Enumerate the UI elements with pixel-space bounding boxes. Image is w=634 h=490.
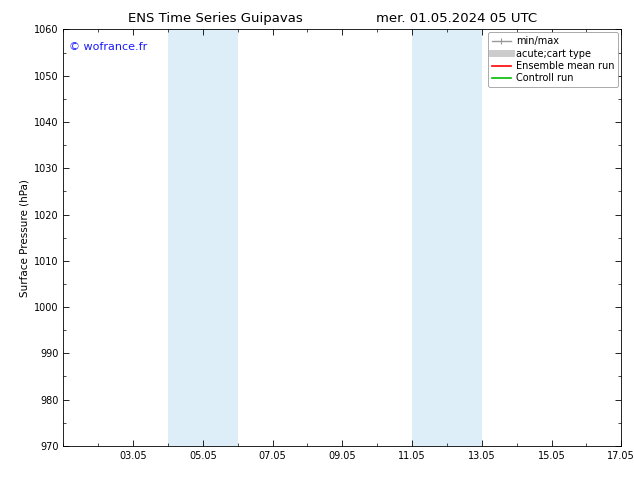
Y-axis label: Surface Pressure (hPa): Surface Pressure (hPa) (20, 179, 30, 296)
Bar (412, 29, 447, 446)
Text: © wofrance.fr: © wofrance.fr (69, 42, 147, 52)
Bar (447, 29, 482, 446)
Bar (168, 29, 203, 446)
Bar (203, 29, 238, 446)
Legend: min/max, acute;cart type, Ensemble mean run, Controll run: min/max, acute;cart type, Ensemble mean … (488, 32, 618, 87)
Text: ENS Time Series Guipavas: ENS Time Series Guipavas (128, 12, 303, 25)
Text: mer. 01.05.2024 05 UTC: mer. 01.05.2024 05 UTC (376, 12, 537, 25)
